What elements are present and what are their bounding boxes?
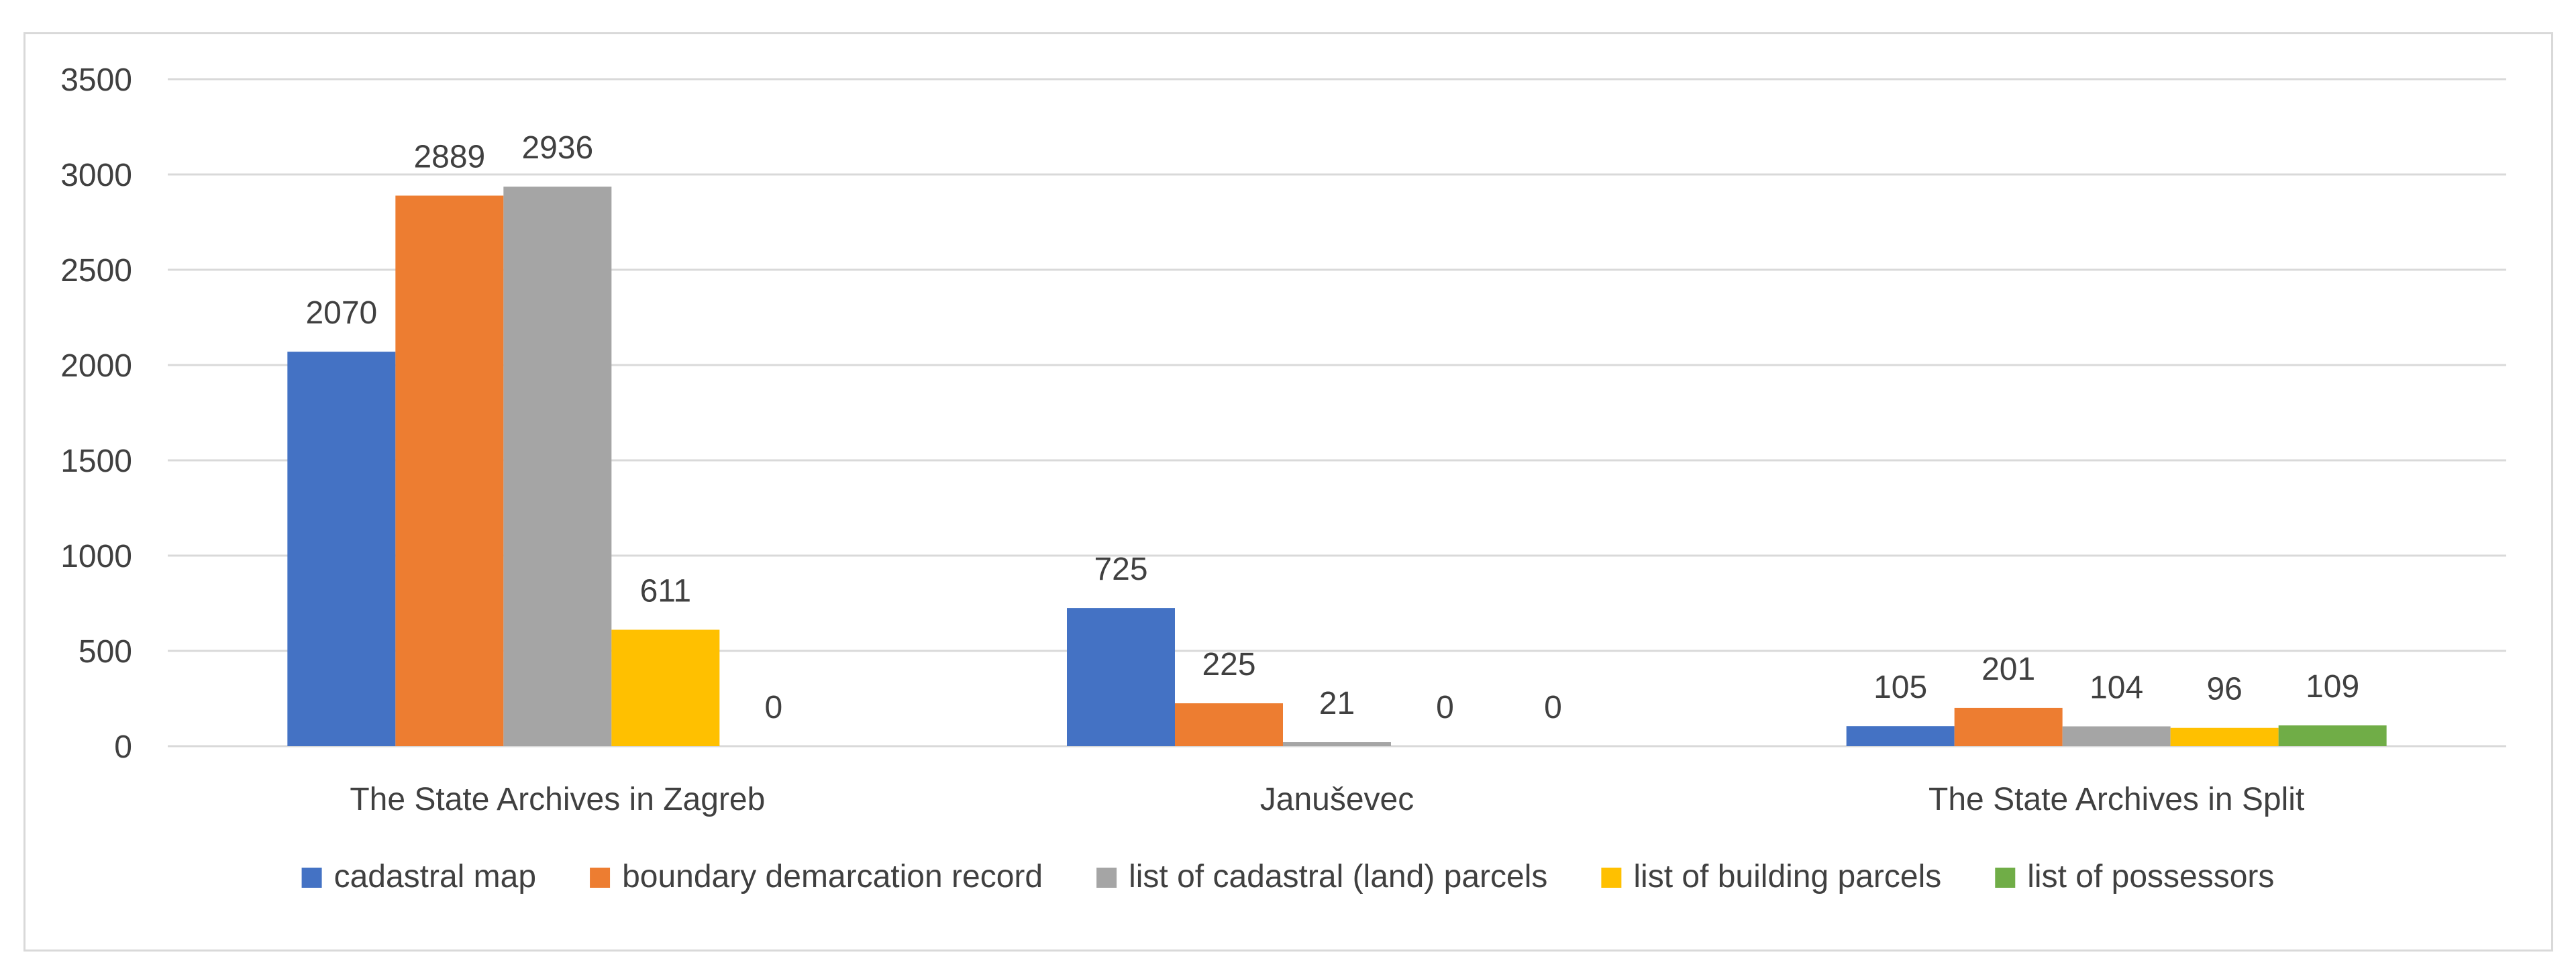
- legend: cadastral map boundary demarcation record…: [301, 859, 2274, 894]
- bar-list-of-cadastral-land-parcels-the-state-archives-in-split: [2062, 726, 2171, 746]
- bar-list-of-cadastral-land-parcels-janu-evec: [1283, 742, 1391, 746]
- data-label: 0: [1436, 690, 1454, 725]
- bar-list-of-possessors-the-state-archives-in-split: [2278, 725, 2387, 746]
- y-tick-label: 500: [79, 634, 132, 670]
- bar-boundary-demarcation-record-the-state-archives-in-zagreb: [395, 195, 504, 746]
- data-label: 2070: [305, 295, 377, 331]
- bar-list-of-building-parcels-the-state-archives-in-zagreb: [611, 629, 720, 746]
- y-tick-label: 3000: [60, 158, 132, 193]
- bar-cadastral-map-the-state-archives-in-zagreb: [287, 352, 396, 746]
- x-tick-label: The State Archives in Zagreb: [350, 782, 765, 817]
- bar-cadastral-map-janu-evec: [1067, 608, 1175, 746]
- data-labels: 2070 2889 2936 611 0 725 225 21 0 0 105 201 104 96 109: [305, 130, 2359, 725]
- x-tick-label: Januševec: [1260, 782, 1414, 817]
- y-tick-label: 2500: [60, 253, 132, 289]
- data-label: 109: [2306, 669, 2359, 705]
- data-label: 104: [2090, 670, 2143, 705]
- legend-swatch-list-of-possessors: [1995, 868, 2016, 888]
- y-tick-label: 1500: [60, 444, 132, 479]
- bar-boundary-demarcation-record-janu-evec: [1175, 703, 1283, 746]
- y-tick-label: 2000: [60, 348, 132, 384]
- data-label: 2889: [413, 140, 485, 175]
- data-label: 21: [1319, 686, 1355, 721]
- y-axis-ticks: 0 500 1000 1500 2000 2500 3000 3500: [60, 62, 132, 765]
- data-label: 201: [1981, 652, 2035, 687]
- data-label: 105: [1873, 670, 1927, 705]
- data-label: 0: [1544, 690, 1562, 725]
- y-tick-label: 0: [114, 729, 132, 765]
- bar-list-of-cadastral-land-parcels-the-state-archives-in-zagreb: [503, 187, 612, 746]
- legend-label: cadastral map: [334, 859, 536, 894]
- data-label: 2936: [521, 130, 593, 166]
- chart-frame: [23, 32, 2553, 952]
- bar-boundary-demarcation-record-the-state-archives-in-split: [1954, 707, 2063, 746]
- data-label: 0: [764, 690, 782, 725]
- x-tick-label: The State Archives in Split: [1928, 782, 2304, 817]
- legend-label: list of possessors: [2027, 859, 2274, 894]
- data-label: 225: [1202, 647, 1255, 682]
- legend-label: boundary demarcation record: [622, 859, 1043, 894]
- legend-swatch-list-of-building-parcels: [1601, 868, 1622, 888]
- legend-label: list of building parcels: [1633, 859, 1941, 894]
- bar-list-of-building-parcels-the-state-archives-in-split: [2170, 727, 2279, 746]
- data-label: 725: [1094, 552, 1147, 587]
- legend-swatch-boundary-demarcation-record: [590, 868, 611, 888]
- bar-cadastral-map-the-state-archives-in-split: [1846, 726, 1955, 746]
- legend-swatch-list-of-cadastral-land-parcels: [1096, 868, 1117, 888]
- data-label: 96: [2206, 672, 2242, 707]
- y-tick-label: 1000: [60, 539, 132, 574]
- legend-swatch-cadastral-map: [301, 868, 322, 888]
- x-axis-ticks: The State Archives in Zagreb Januševec The…: [350, 782, 2304, 817]
- legend-label: list of cadastral (land) parcels: [1129, 859, 1547, 894]
- bars: [287, 187, 2387, 746]
- y-tick-label: 3500: [60, 62, 132, 98]
- data-label: 611: [640, 573, 692, 609]
